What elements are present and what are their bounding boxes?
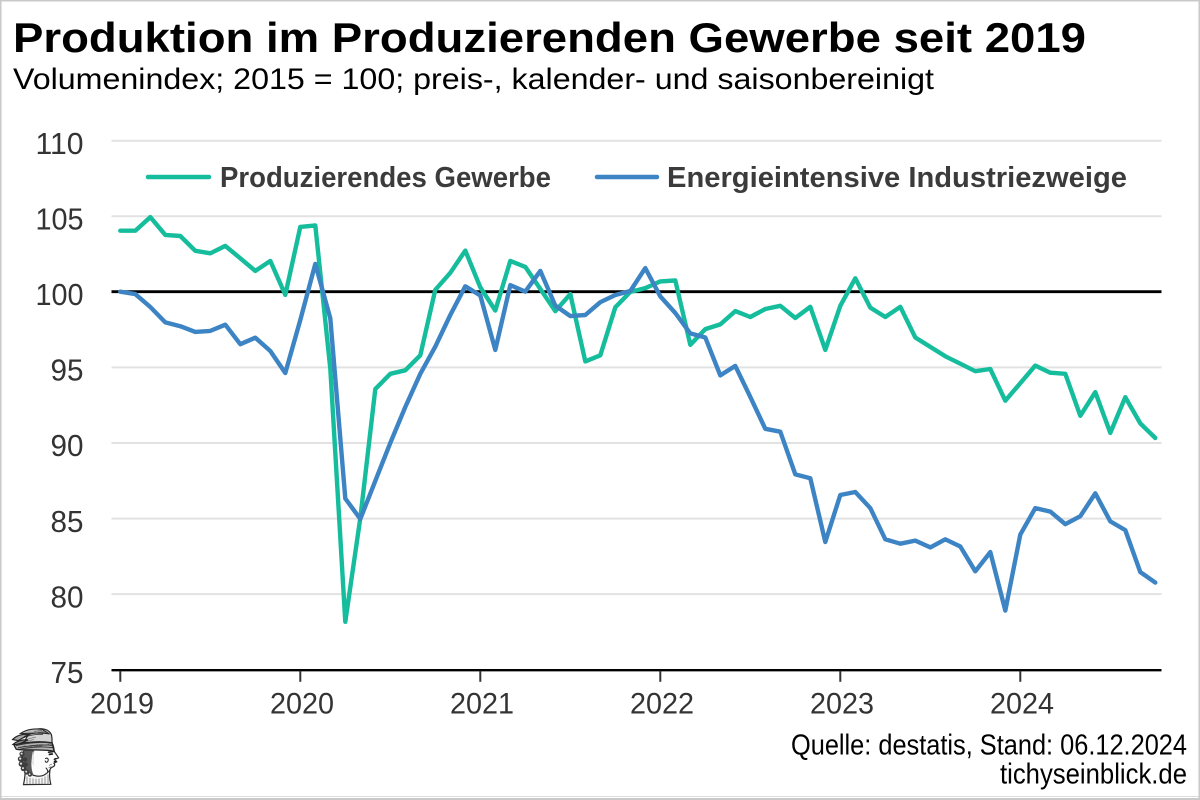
svg-text:2019: 2019 xyxy=(90,688,154,721)
svg-text:2022: 2022 xyxy=(630,688,694,721)
svg-text:Quelle: destatis, Stand: 06.12: Quelle: destatis, Stand: 06.12.2024 xyxy=(791,730,1187,762)
svg-text:2021: 2021 xyxy=(450,688,514,721)
svg-text:85: 85 xyxy=(51,505,84,539)
svg-text:2023: 2023 xyxy=(810,688,874,721)
svg-text:90: 90 xyxy=(51,429,84,463)
svg-text:Produzierendes Gewerbe: Produzierendes Gewerbe xyxy=(220,162,551,194)
svg-text:tichyseinblick.de: tichyseinblick.de xyxy=(1000,759,1187,791)
svg-text:75: 75 xyxy=(51,656,84,690)
svg-text:105: 105 xyxy=(36,203,84,237)
svg-text:Energieintensive Industriezwei: Energieintensive Industriezweige xyxy=(667,162,1127,194)
svg-text:80: 80 xyxy=(51,580,84,614)
svg-text:2024: 2024 xyxy=(990,688,1054,721)
svg-text:2020: 2020 xyxy=(270,688,334,721)
svg-text:95: 95 xyxy=(51,354,84,388)
svg-text:110: 110 xyxy=(36,127,84,161)
svg-text:Volumenindex; 2015 = 100; prei: Volumenindex; 2015 = 100; preis-, kalend… xyxy=(13,63,935,96)
svg-text:Produktion im Produzierenden G: Produktion im Produzierenden Gewerbe sei… xyxy=(13,14,1086,61)
svg-text:100: 100 xyxy=(36,278,84,312)
